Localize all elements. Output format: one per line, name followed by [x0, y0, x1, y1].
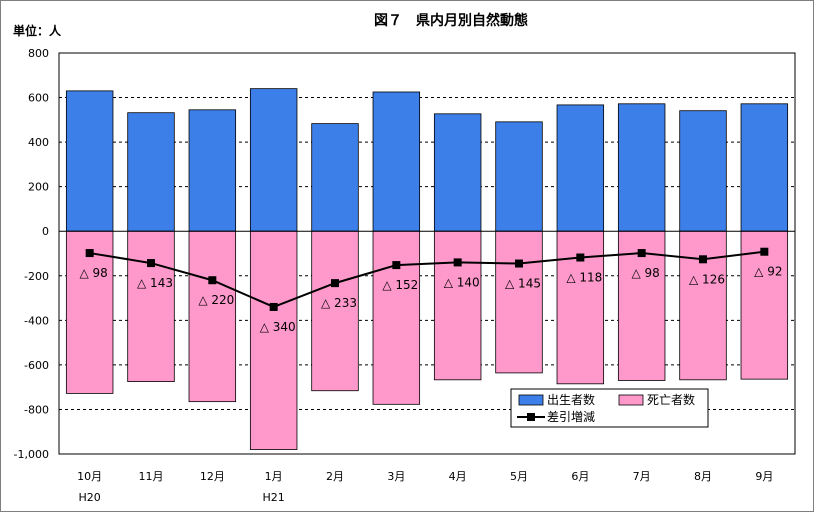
death-bar [495, 230, 543, 374]
chart-title: 図７ 県内月別自然動態 [374, 12, 528, 29]
net-change-data-label: △ 145 [505, 277, 541, 291]
birth-bar [188, 109, 237, 232]
net-change-data-label: △ 118 [566, 271, 602, 285]
net-change-data-label: △ 220 [198, 293, 234, 307]
y-tick-label: 0 [42, 225, 49, 238]
legend-box [510, 388, 709, 428]
birth-bar [740, 103, 789, 232]
legend-marker-net [527, 413, 535, 421]
net-change-point [453, 258, 462, 267]
net-change-data-label: △ 92 [754, 265, 782, 279]
y-tick-label: 200 [28, 181, 49, 194]
net-change-data-label: △ 340 [260, 320, 296, 334]
legend-label-death: 死亡者数 [647, 392, 695, 407]
net-change-point [699, 255, 707, 264]
y-tick-label: 600 [28, 92, 49, 105]
plot-background [59, 53, 795, 454]
y-tick-label: -800 [24, 403, 49, 416]
death-bar [249, 230, 298, 450]
x-tick-label: 8月 [694, 470, 712, 483]
net-change-data-label: △ 143 [137, 276, 173, 290]
y-tick-label: -400 [24, 314, 49, 327]
net-change-line [89, 250, 765, 309]
unit-label: 単位：人 [13, 23, 62, 38]
net-change-data-label: △ 140 [444, 275, 480, 289]
death-bar [311, 230, 359, 392]
x-tick-label: 4月 [449, 470, 467, 483]
net-change-data-label: △ 98 [632, 266, 660, 280]
x-tick-label: 10月 [77, 470, 102, 483]
death-bar [188, 230, 237, 403]
net-change-point [85, 249, 94, 258]
net-change-point [760, 247, 769, 256]
x-tick-label: 3月 [387, 470, 405, 483]
birth-bar [495, 121, 543, 232]
death-bar [679, 230, 727, 381]
death-bar [372, 230, 421, 405]
birth-bar [617, 103, 666, 232]
net-change-point [392, 261, 401, 270]
net-change-data-label: △ 152 [382, 278, 418, 292]
net-change-data-label: △ 126 [689, 272, 725, 286]
net-change-point [637, 249, 646, 258]
birth-bar [65, 90, 114, 232]
net-change-point [208, 276, 217, 285]
x-tick-label: 9月 [755, 470, 773, 483]
x-tick-label: 1月 [265, 470, 283, 483]
net-change-point [147, 259, 155, 268]
legend-swatch-birth [518, 394, 544, 406]
y-tick-label: -1,000 [14, 448, 49, 461]
legend-swatch-death [618, 394, 644, 406]
birth-bar [433, 113, 482, 232]
y-tick-label: -600 [24, 359, 49, 372]
y-tick-label: 800 [28, 47, 49, 60]
net-change-point [269, 302, 278, 311]
x-tick-label: 6月 [571, 470, 589, 483]
x-year-label: H21 [263, 491, 285, 504]
plot-border [58, 52, 796, 455]
x-tick-label: 5月 [510, 470, 528, 483]
x-tick-label: 7月 [633, 470, 651, 483]
y-tick-label: -200 [24, 270, 49, 283]
birth-bar [311, 123, 359, 232]
net-change-point [331, 279, 339, 288]
legend-label-birth: 出生者数 [547, 392, 595, 407]
death-bar [127, 230, 175, 382]
x-tick-label: 2月 [326, 470, 344, 483]
birth-bar [556, 104, 605, 232]
net-change-data-label: △ 98 [80, 266, 108, 280]
birth-bar [679, 110, 727, 232]
x-year-label: H20 [79, 491, 101, 504]
x-tick-label: 11月 [139, 470, 164, 483]
x-tick-label: 12月 [200, 470, 225, 483]
y-tick-label: 400 [28, 136, 49, 149]
birth-bar [372, 91, 421, 232]
birth-bar [127, 112, 175, 232]
death-bar [740, 230, 789, 380]
legend-label-net: 差引増減 [547, 409, 595, 424]
birth-bar [249, 88, 298, 232]
death-bar [617, 230, 666, 381]
net-change-point [576, 253, 585, 262]
plot-area: 800 600 400 200 0 -200 -400 -600 -800 -1,000 △ 98 △… [14, 47, 796, 504]
death-bar [433, 230, 482, 381]
net-change-point [515, 259, 523, 268]
net-change-data-label: △ 233 [321, 296, 357, 310]
